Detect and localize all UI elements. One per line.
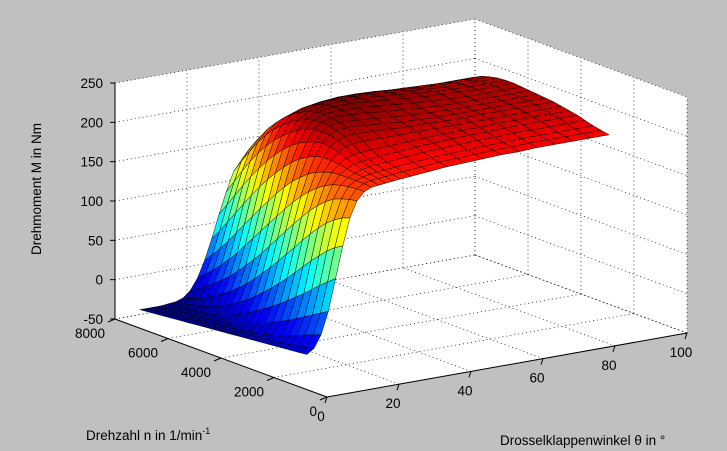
x-axis-line (326, 332, 688, 398)
x-tick-mark (612, 345, 616, 352)
y-tick-label: 0 (309, 404, 317, 419)
z-grid-line (474, 136, 688, 216)
torque-surface (139, 75, 610, 355)
z-axis-label: Drehmoment M in Nm (29, 123, 44, 255)
z-grid-line (474, 176, 688, 255)
y-tick-mark (213, 357, 222, 362)
z-tick-label: -50 (83, 312, 103, 327)
z-tick-label: 150 (80, 155, 103, 170)
y-tick-mark (160, 338, 169, 342)
x-tick-label: 80 (601, 358, 616, 373)
z-tick-label: 0 (95, 273, 103, 288)
x-tick-mark (540, 358, 544, 365)
y-tick-label: 8000 (75, 326, 105, 341)
z-grid-line (114, 215, 476, 281)
x-tick-mark (396, 384, 400, 391)
y-tick-mark (266, 377, 275, 381)
surface-patch (298, 346, 315, 355)
z-grid-line (474, 18, 688, 98)
axes-back-planes (115, 19, 687, 397)
y-axis-label-superscript: -1 (202, 426, 210, 436)
z-tick-label: 100 (80, 194, 103, 209)
y-axis-label: Drehzahl n in 1/min-1 (86, 426, 210, 443)
y-tick-label: 6000 (128, 346, 158, 361)
x-tick-label: 60 (529, 371, 544, 386)
z-grid-line (474, 215, 688, 294)
x-tick-mark (324, 396, 328, 404)
x-tick-label: 20 (385, 396, 400, 411)
x-grid-line (330, 280, 544, 359)
y-tick-label: 4000 (181, 365, 211, 380)
x-axis-label: Drosselklappenwinkel θ in ° (500, 433, 665, 448)
z-tick-label: 250 (80, 76, 103, 91)
y-tick-label: 2000 (234, 385, 264, 400)
z-grid-line (114, 175, 476, 241)
y-tick-mark (319, 396, 328, 401)
z-tick-label: 200 (80, 115, 103, 130)
tick-labels: 0 20 40 60 80 100 0 2000 4000 6000 8000-50 0 50 100 15… (75, 76, 692, 424)
z-grid-line (114, 57, 476, 123)
y-axis-label-text: Drehzahl n in 1/min (86, 428, 202, 443)
y-grid-line (273, 313, 635, 378)
z-tick-label: 50 (88, 233, 103, 248)
x-tick-mark (684, 332, 688, 340)
x-tick-label: 40 (457, 383, 472, 398)
z-grid-line (114, 18, 476, 84)
x-tick-label: 0 (317, 409, 325, 424)
x-tick-label: 100 (670, 345, 693, 360)
x-tick-mark (468, 371, 472, 378)
floor-plane (115, 255, 687, 397)
